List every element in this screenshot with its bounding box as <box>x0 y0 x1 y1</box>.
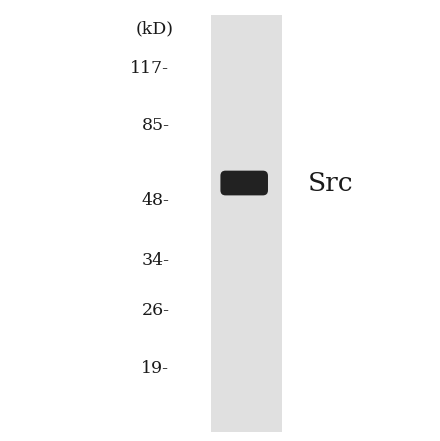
Text: 34-: 34- <box>141 252 169 269</box>
Text: 19-: 19- <box>141 360 169 377</box>
FancyBboxPatch shape <box>220 171 268 195</box>
Text: 117-: 117- <box>130 60 169 77</box>
Text: Src: Src <box>308 171 354 195</box>
Text: (kD): (kD) <box>136 20 174 37</box>
Text: 85-: 85- <box>141 117 169 134</box>
FancyBboxPatch shape <box>211 15 282 432</box>
Text: 48-: 48- <box>142 192 169 209</box>
Text: 26-: 26- <box>141 303 169 319</box>
